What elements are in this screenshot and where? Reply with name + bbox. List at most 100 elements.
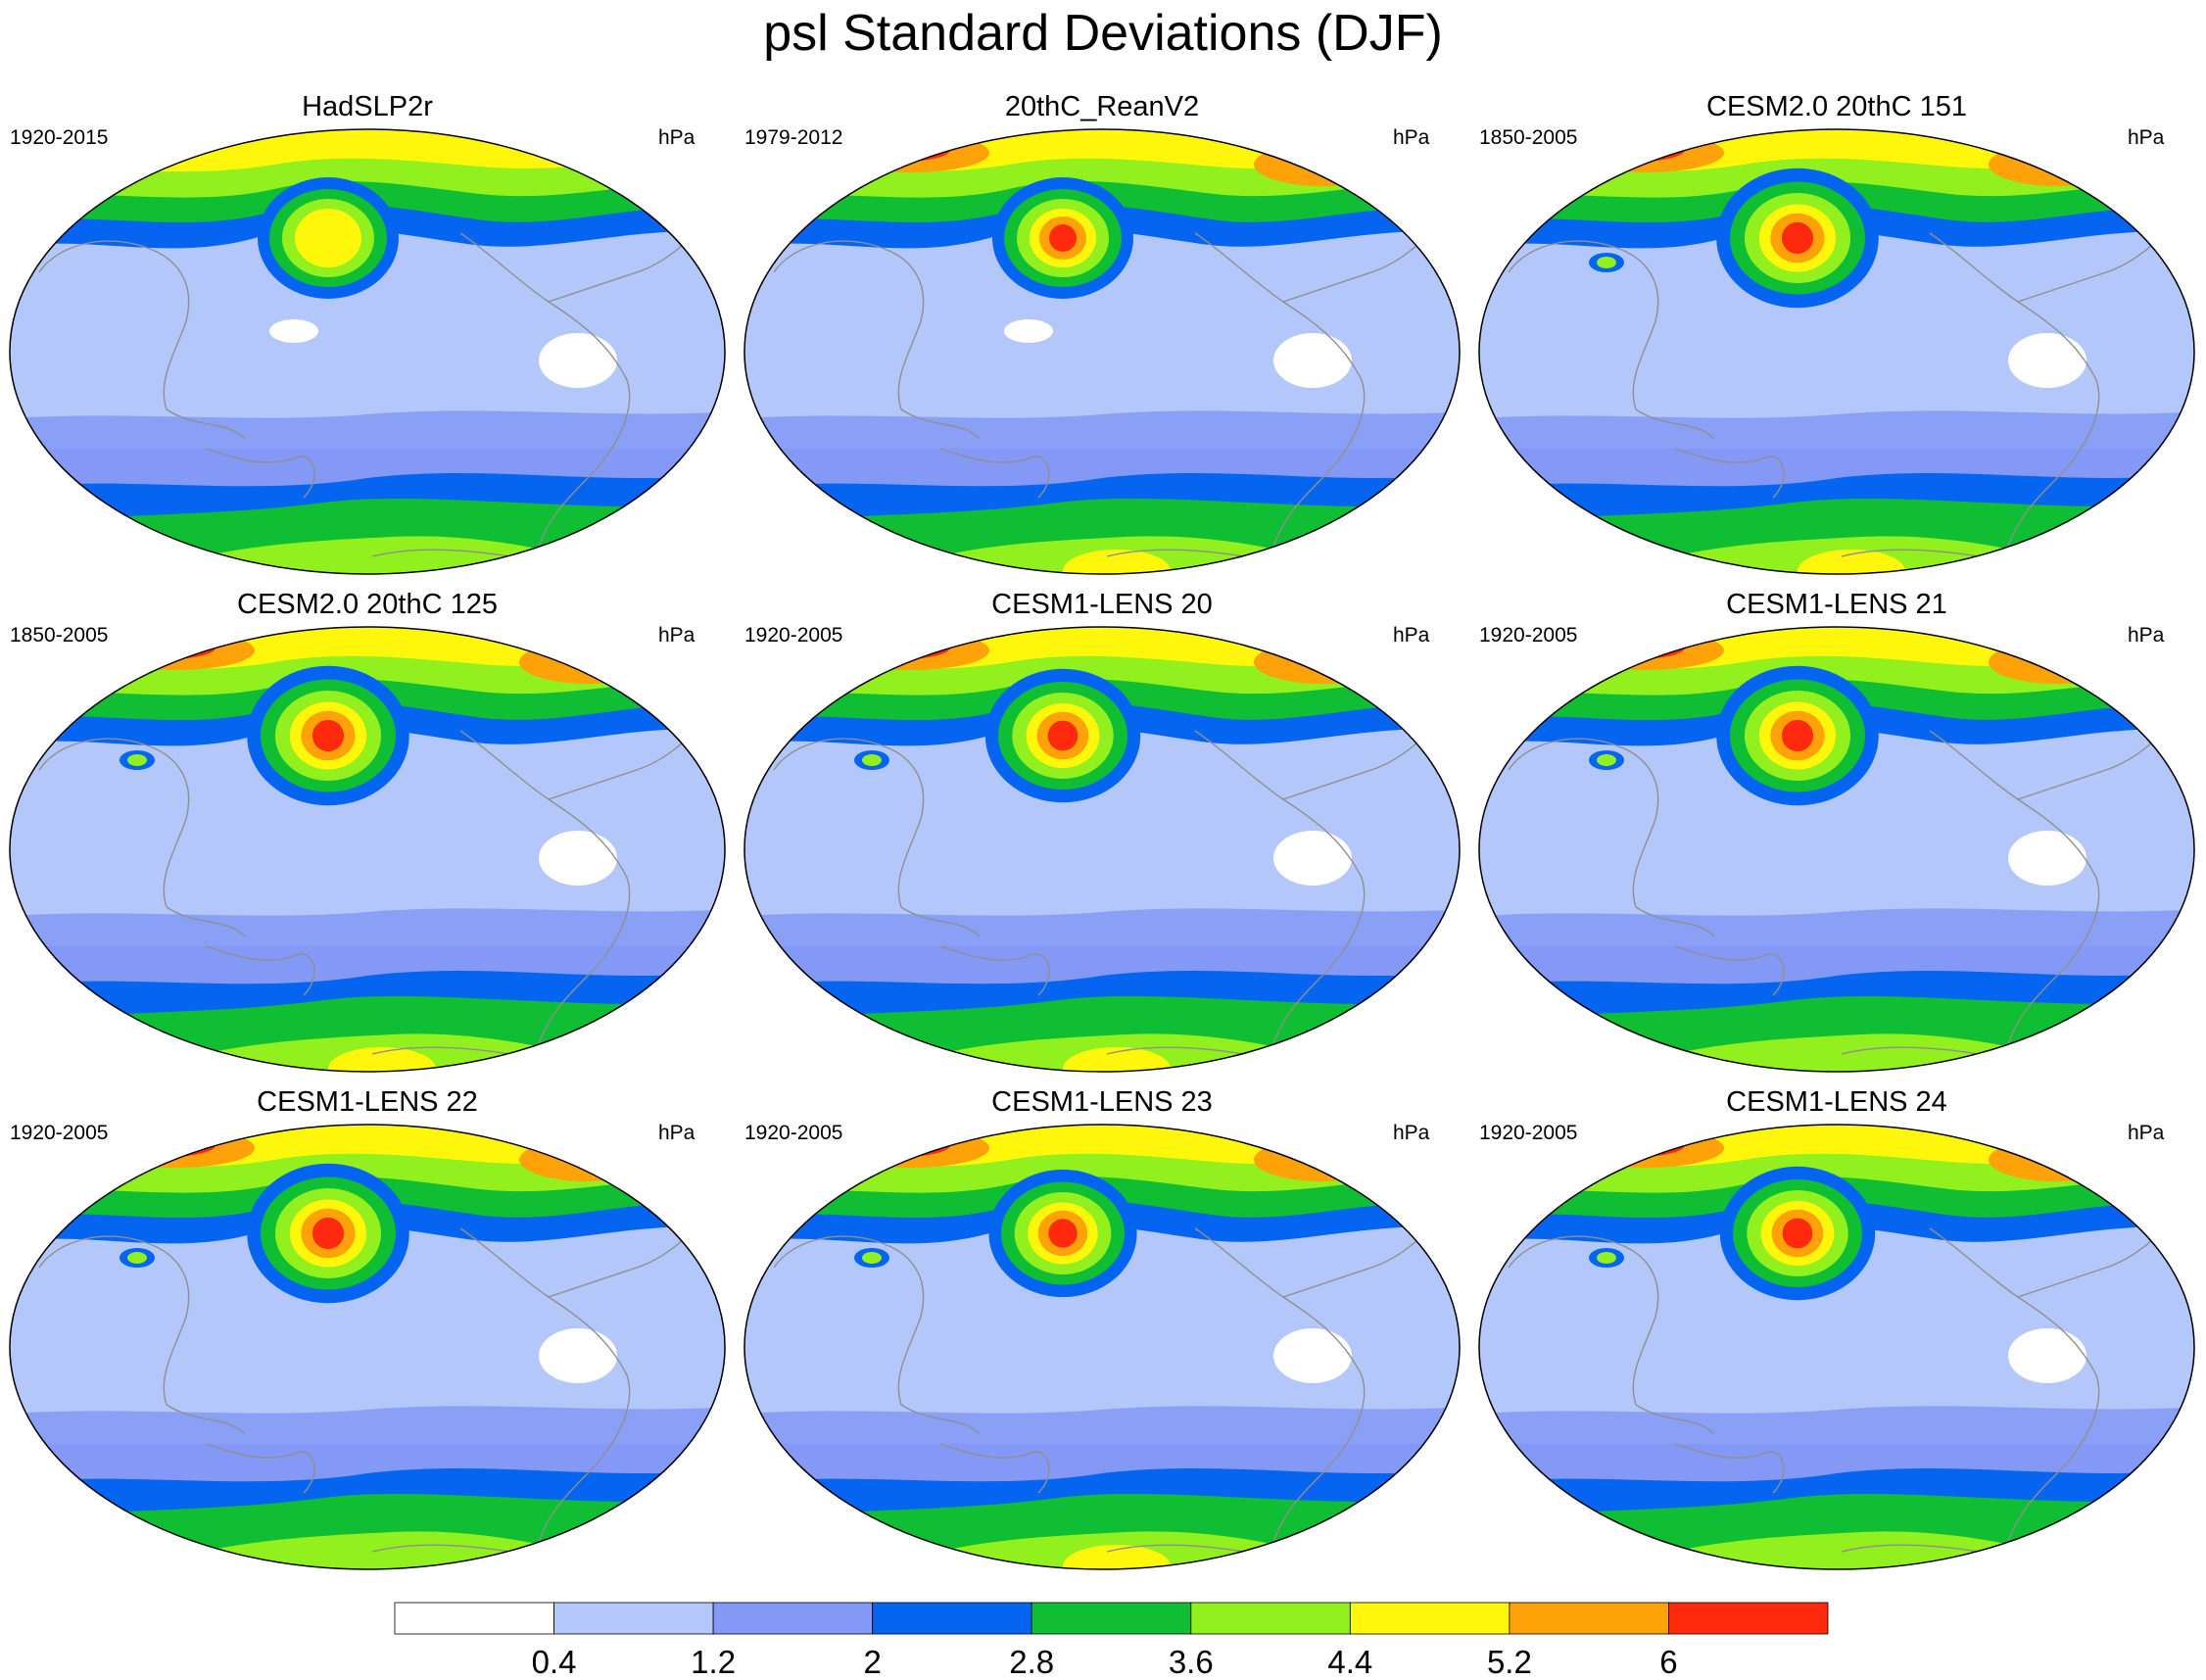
contour-fill (127, 754, 147, 766)
coastline (773, 240, 925, 410)
panel-units: hPa (658, 1122, 695, 1144)
psl-std-map (9, 1124, 726, 1570)
contour-fill (744, 410, 1460, 449)
contour-fill (118, 1133, 216, 1157)
contour-fill (10, 908, 725, 946)
panel-units: hPa (2128, 126, 2165, 149)
map-outline (1478, 626, 2195, 1073)
contour-fill (833, 133, 989, 172)
contour-fill (1989, 143, 2126, 186)
coastline (38, 738, 190, 908)
map-panel-hadslp2r: HadSLP2r 1920-2015 hPa (0, 90, 735, 580)
map-panel-cesm2-125: CESM2.0 20thC 125 1850-2005 hPa (0, 588, 735, 1078)
contour-fill (539, 333, 617, 388)
coastline (900, 408, 981, 440)
panel-units: hPa (2128, 624, 2165, 647)
colorbar-tick-label: 6 (1659, 1644, 1677, 1680)
contour-fill (1254, 143, 1391, 186)
colorbar-box (1031, 1602, 1192, 1635)
map-panel-cesm1-lens-23: CESM1-LENS 23 1920-2005 hPa (735, 1085, 1469, 1575)
coastline (773, 1235, 925, 1406)
contour-fill (1254, 641, 1391, 684)
contour-fill (1587, 636, 1685, 659)
contour-fill (1587, 1133, 1685, 1157)
coastline (166, 1404, 246, 1435)
panel-units: hPa (1393, 126, 1430, 149)
contour-fill (269, 319, 318, 343)
panel-title: CESM1-LENS 24 (1726, 1086, 1947, 1118)
psl-std-map (1478, 626, 2195, 1073)
coastline (166, 906, 246, 937)
colorbar-tick-label: 4.4 (1327, 1644, 1372, 1680)
contour-fill (833, 631, 989, 670)
contour-fill (862, 1252, 882, 1264)
psl-std-map (9, 128, 726, 575)
panel-units: hPa (658, 624, 695, 647)
map-outline (9, 1124, 726, 1570)
colorbar-tick-label: 3.6 (1169, 1644, 1214, 1680)
contour-fill (312, 719, 345, 752)
contour-fill (1048, 1219, 1078, 1248)
panel-units: hPa (1393, 624, 1430, 647)
panel-units: hPa (658, 126, 695, 149)
coastline (900, 1404, 981, 1435)
contour-fill (1047, 720, 1079, 751)
coastline (1635, 906, 1715, 937)
contour-fill (328, 1047, 436, 1072)
contour-fill (98, 1128, 255, 1168)
contour-field (10, 627, 725, 1072)
panel-title: CESM1-LENS 23 (991, 1086, 1213, 1118)
panel-title: CESM2.0 20thC 151 (1706, 91, 1967, 122)
contour-fill (744, 908, 1460, 946)
contour-fill (1587, 138, 1685, 162)
contour-fill (519, 1138, 656, 1181)
contour-fill (1049, 224, 1077, 252)
panel-years: 1920-2005 (10, 1122, 109, 1144)
coastline (773, 738, 925, 908)
contour-fill (1567, 133, 1724, 172)
coastline (205, 1443, 315, 1494)
contour-fill (1254, 1138, 1391, 1181)
contour-fill (539, 1328, 617, 1383)
contour-fill (1063, 1047, 1171, 1072)
contour-fill (852, 1133, 950, 1157)
colorbar-tick-label: 5.2 (1487, 1644, 1532, 1680)
panel-title: HadSLP2r (302, 91, 433, 122)
map-panel-cesm1-lens-22: CESM1-LENS 22 1920-2005 hPa (0, 1085, 735, 1575)
psl-std-map (1478, 128, 2195, 575)
contour-fill (1781, 719, 1814, 752)
contour-fill (295, 209, 361, 267)
panel-years: 1850-2005 (1479, 126, 1578, 149)
psl-std-map (1478, 1124, 2195, 1570)
coastline (1194, 1227, 1366, 1543)
coastline (1929, 730, 2100, 1045)
contour-fill (1798, 550, 1905, 574)
colorbar-tick-label: 2.8 (1009, 1644, 1054, 1680)
contour-fill (1567, 631, 1724, 670)
map-panel-20thc-reanv2: 20thC_ReanV2 1979-2012 hPa (735, 90, 1469, 580)
contour-fill (1781, 221, 1814, 255)
coastline (1674, 1443, 1785, 1494)
contour-fill (1597, 257, 1616, 268)
panel-years: 1979-2012 (744, 126, 843, 149)
panel-years: 1920-2015 (10, 126, 109, 149)
colorbar-box (394, 1602, 554, 1635)
colorbar-tick-label: 2 (863, 1644, 881, 1680)
colorbar-box (1509, 1602, 1669, 1635)
contour-fill (1063, 1545, 1171, 1569)
colorbar-box (1190, 1602, 1351, 1635)
psl-std-map (9, 626, 726, 1073)
colorbar-box (1349, 1602, 1511, 1635)
coastline (1194, 730, 1366, 1045)
coastline (1929, 1227, 2100, 1543)
coastline (38, 1235, 190, 1406)
coastline (1674, 945, 1785, 996)
panel-years: 1850-2005 (10, 624, 109, 647)
contour-fill (2008, 1328, 2086, 1383)
coastline (459, 730, 631, 1045)
contour-fill (118, 636, 216, 659)
map-panel-cesm1-lens-21: CESM1-LENS 21 1920-2005 hPa (1469, 588, 2204, 1078)
contour-fill (10, 410, 725, 449)
panel-title: CESM1-LENS 22 (257, 1086, 478, 1118)
map-outline (743, 1124, 1461, 1570)
